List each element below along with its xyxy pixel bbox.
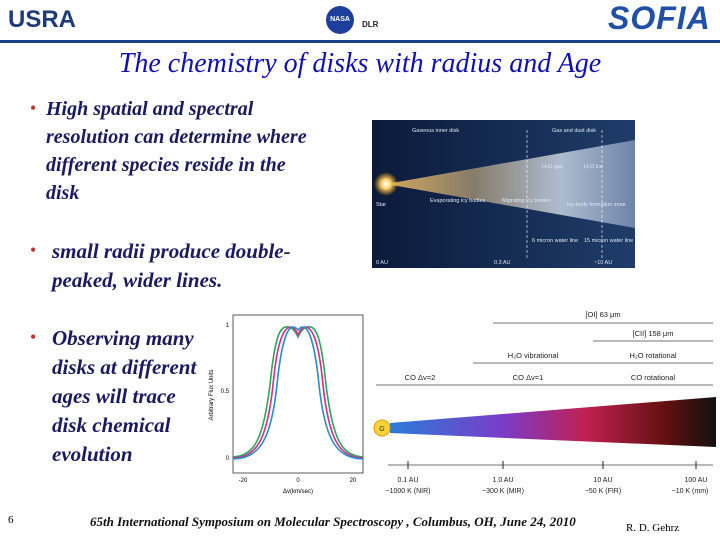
disk-label: Icy-body formation zone [567, 202, 626, 208]
x-tick-label: -20 [239, 478, 248, 484]
distance-label: 1.0 AU [492, 477, 513, 484]
disk-label: 6 micron water line [532, 238, 578, 244]
star [374, 172, 398, 196]
spectrum-figure: [OI] 63 μm [CII] 158 μm H₂O vibrational … [373, 310, 716, 495]
range-label: H₂O rotational [629, 351, 676, 360]
disk-label: 15 micron water line [584, 238, 633, 244]
disk-label: Migrating icy bodies [502, 198, 551, 204]
profile-chart: Arbitrary Flux Units Δv(km/sec) 1 0.5 0 … [209, 314, 364, 495]
x-axis-label: Δv(km/sec) [283, 489, 313, 495]
disk-label: Gas and dust disk [552, 128, 596, 134]
range-label: [CII] 158 μm [632, 329, 673, 338]
range-label: CO Δv=2 [405, 373, 436, 382]
slide-title: The chemistry of disks with radius and A… [118, 48, 602, 79]
x-tick-label: 20 [350, 478, 357, 484]
bullet-dot: • [30, 327, 37, 347]
distance-label: 0.1 AU [397, 477, 418, 484]
y-tick-label: 0 [226, 456, 230, 462]
disk-label: Gaseous inner disk [412, 128, 459, 134]
disk-axis-label: 0 AU [376, 260, 388, 266]
star-icon [373, 419, 391, 437]
y-axis-label: Arbitrary Flux Units [209, 369, 215, 420]
disk-label: H₂O gas [542, 164, 563, 170]
bullet-text: Observing many disks at different ages w… [52, 326, 197, 466]
profile-curve [232, 326, 364, 459]
disk-axis-label: 0.3 AU [494, 260, 511, 266]
footer-event: 65th International Symposium on Molecula… [90, 514, 576, 529]
dlr-logo: DLR [362, 20, 379, 29]
temperature-label: ~50 K (FIR) [585, 488, 621, 495]
header-bar [0, 0, 720, 43]
disk-axis-label: ~10 AU [594, 260, 612, 266]
range-label: H₂O vibrational [508, 351, 559, 360]
y-tick-label: 0.5 [221, 389, 230, 395]
page-number: 6 [8, 514, 14, 526]
footer-author: R. D. Gehrz [626, 522, 680, 534]
temperature-label: ~10 K (mm) [672, 488, 709, 495]
y-tick-label: 1 [226, 323, 230, 329]
profile-curve [232, 326, 364, 460]
star-label: G [379, 426, 384, 433]
disk-label: Star [376, 202, 386, 208]
range-label: CO rotational [631, 373, 676, 382]
spectrum-band [390, 397, 716, 447]
plot-frame [232, 314, 364, 474]
bullet-dot: • [30, 98, 37, 118]
range-label: [OI] 63 μm [585, 310, 620, 319]
disk-shape [386, 140, 635, 228]
bullet-text: small radii produce double-peaked, wider… [52, 239, 291, 292]
bullet-dot: • [30, 240, 37, 260]
range-label: CO Δv=1 [513, 373, 544, 382]
temperature-label: ~300 K (MIR) [482, 488, 524, 495]
sofia-logo: SOFIA [608, 0, 711, 36]
temperature-label: ~1000 K (NIR) [386, 488, 431, 495]
disk-label: H₂O ice [584, 164, 603, 170]
profile-curve [232, 326, 364, 458]
bullet-text: High spatial and spectral resolution can… [46, 98, 307, 204]
usra-logo: USRA [8, 6, 77, 33]
x-tick-label: 0 [296, 478, 300, 484]
disk-label: Evaporating icy bodies [430, 198, 486, 204]
distance-label: 10 AU [593, 477, 612, 484]
nasa-logo: NASA [326, 6, 354, 34]
distance-label: 100 AU [685, 477, 708, 484]
disk-figure: Gaseous inner disk Gas and dust disk H₂O… [372, 120, 635, 268]
